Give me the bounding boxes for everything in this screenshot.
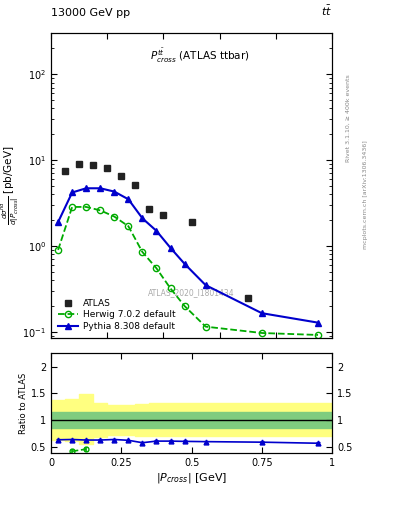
- Text: mcplots.cern.ch [arXiv:1306.3436]: mcplots.cern.ch [arXiv:1306.3436]: [363, 140, 368, 249]
- Herwig 7.0.2 default: [316, 332, 320, 338]
- Pythia 8.308 default: [259, 310, 264, 316]
- Pythia 8.308 default: [56, 219, 61, 225]
- Y-axis label: $\frac{d\sigma^{nd}}{d|P_{cross}|}$ [pb/GeV]: $\frac{d\sigma^{nd}}{d|P_{cross}|}$ [pb/…: [0, 146, 21, 225]
- Line: Herwig 7.0.2 default: Herwig 7.0.2 default: [55, 204, 321, 338]
- Text: 13000 GeV pp: 13000 GeV pp: [51, 8, 130, 18]
- Herwig 7.0.2 default: [140, 249, 145, 255]
- ATLAS: [147, 206, 152, 212]
- ATLAS: [77, 161, 82, 167]
- Pythia 8.308 default: [182, 261, 187, 267]
- Herwig 7.0.2 default: [168, 285, 173, 291]
- Pythia 8.308 default: [84, 185, 88, 191]
- Pythia 8.308 default: [70, 189, 75, 196]
- Text: $t\bar{t}$: $t\bar{t}$: [321, 4, 332, 18]
- Text: Rivet 3.1.10, ≥ 400k events: Rivet 3.1.10, ≥ 400k events: [345, 74, 350, 162]
- Herwig 7.0.2 default: [182, 303, 187, 309]
- Pythia 8.308 default: [98, 185, 103, 191]
- Text: ATLAS_2020_I1801434: ATLAS_2020_I1801434: [148, 288, 235, 297]
- Herwig 7.0.2 default: [154, 265, 159, 271]
- Herwig 7.0.2 default: [203, 324, 208, 330]
- X-axis label: $|P_{cross}|$ [GeV]: $|P_{cross}|$ [GeV]: [156, 471, 227, 485]
- Pythia 8.308 default: [316, 319, 320, 326]
- ATLAS: [119, 173, 124, 179]
- Herwig 7.0.2 default: [70, 204, 75, 210]
- ATLAS: [189, 219, 194, 225]
- Y-axis label: Ratio to ATLAS: Ratio to ATLAS: [19, 373, 28, 434]
- Pythia 8.308 default: [140, 215, 145, 221]
- Text: $P_{cross}^{t\bar{t}}$ (ATLAS ttbar): $P_{cross}^{t\bar{t}}$ (ATLAS ttbar): [150, 47, 250, 65]
- ATLAS: [63, 168, 68, 174]
- Pythia 8.308 default: [203, 282, 208, 288]
- Herwig 7.0.2 default: [84, 204, 88, 210]
- ATLAS: [133, 181, 138, 187]
- Pythia 8.308 default: [154, 228, 159, 234]
- Herwig 7.0.2 default: [259, 330, 264, 336]
- Herwig 7.0.2 default: [98, 207, 103, 214]
- Herwig 7.0.2 default: [126, 223, 131, 229]
- Herwig 7.0.2 default: [112, 214, 117, 220]
- Line: ATLAS: ATLAS: [62, 161, 251, 301]
- Pythia 8.308 default: [126, 196, 131, 202]
- Pythia 8.308 default: [112, 188, 117, 195]
- ATLAS: [161, 212, 166, 218]
- ATLAS: [105, 164, 110, 170]
- ATLAS: [245, 294, 250, 301]
- Pythia 8.308 default: [168, 245, 173, 251]
- Herwig 7.0.2 default: [56, 247, 61, 253]
- Legend: ATLAS, Herwig 7.0.2 default, Pythia 8.308 default: ATLAS, Herwig 7.0.2 default, Pythia 8.30…: [55, 295, 179, 334]
- ATLAS: [91, 162, 95, 168]
- Line: Pythia 8.308 default: Pythia 8.308 default: [55, 185, 321, 326]
